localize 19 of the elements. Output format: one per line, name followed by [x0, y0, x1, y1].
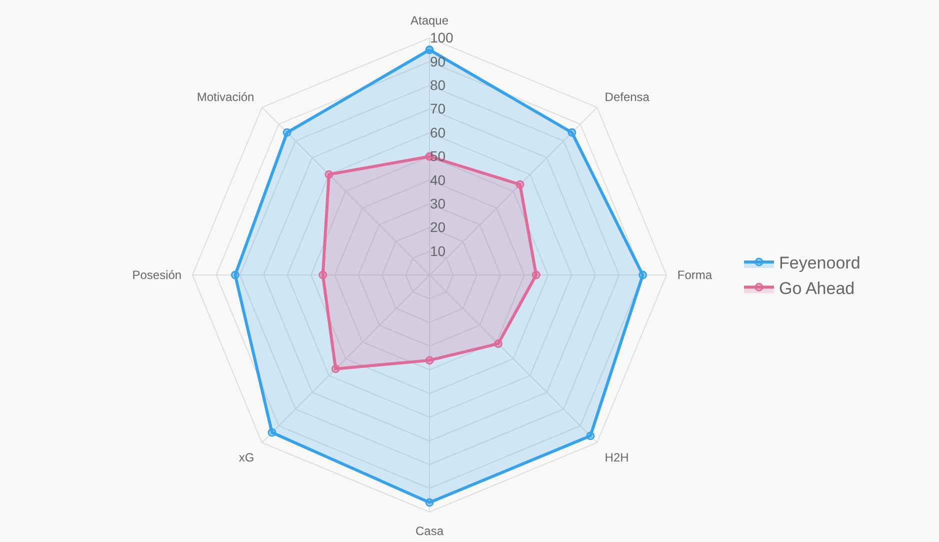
y-tick-label: 60 — [430, 124, 446, 140]
spoke-label: xG — [238, 450, 254, 465]
y-tick-label: 70 — [430, 100, 446, 117]
spoke-label: Ataque — [410, 14, 449, 28]
legend-label: Go Ahead — [779, 278, 855, 298]
spoke-label: H2H — [604, 450, 629, 465]
spoke-label: Motivación — [196, 90, 254, 104]
y-tick-label: 100 — [430, 30, 454, 46]
spoke-label: Casa — [415, 524, 444, 538]
spoke-label: Defensa — [604, 90, 650, 104]
y-tick-label: 30 — [430, 195, 446, 212]
y-tick-label: 20 — [430, 219, 446, 236]
spoke-label: Forma — [677, 268, 712, 282]
spoke-label: Posesión — [132, 268, 182, 282]
legend-label: Feyenoord — [779, 254, 860, 273]
y-tick-label: 40 — [430, 172, 446, 188]
y-tick-label: 10 — [430, 242, 446, 259]
y-tick-label: 90 — [430, 53, 446, 70]
y-tick-label: 80 — [430, 76, 446, 93]
